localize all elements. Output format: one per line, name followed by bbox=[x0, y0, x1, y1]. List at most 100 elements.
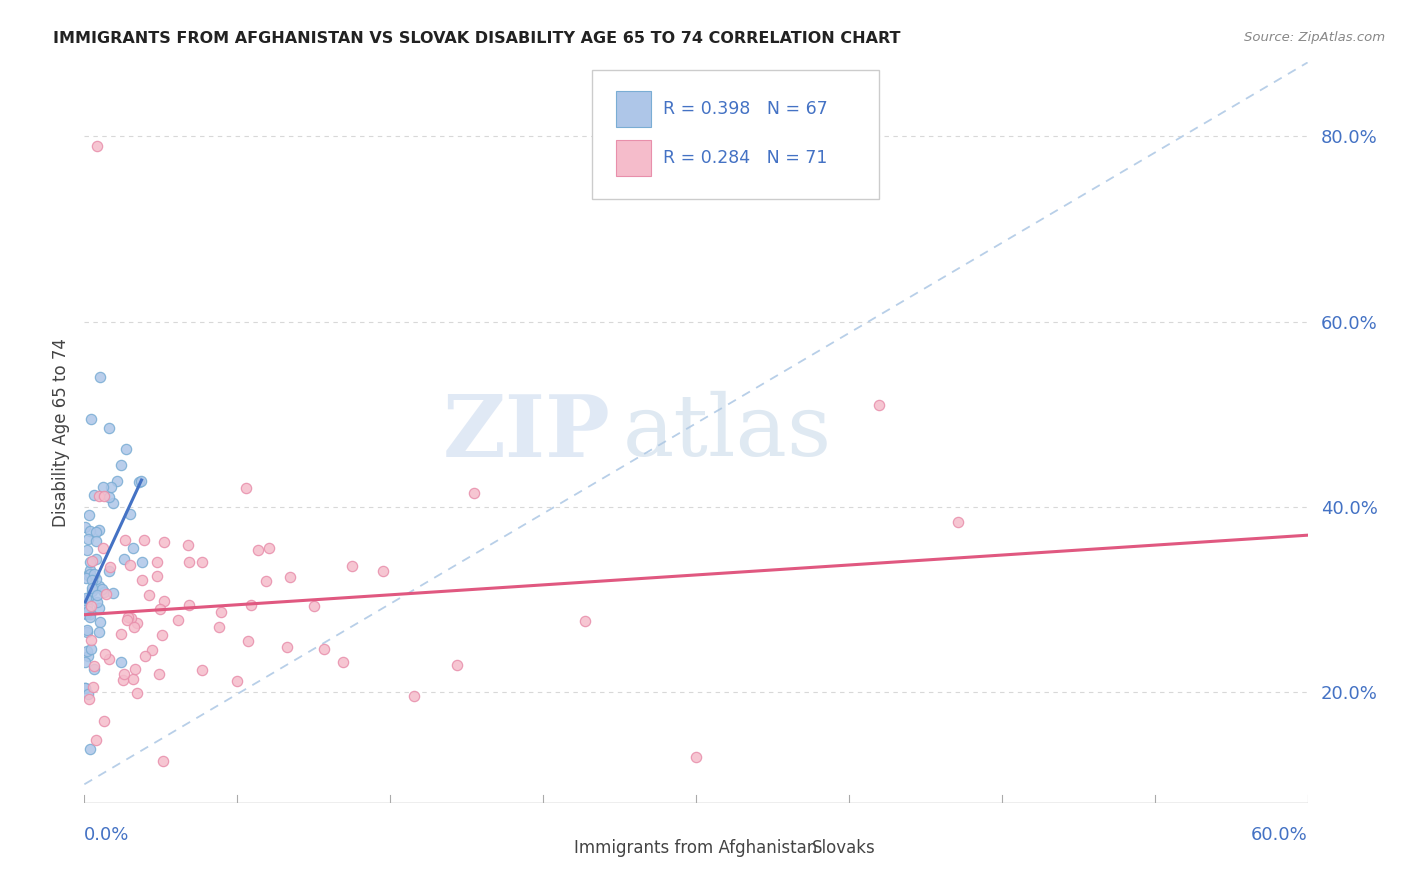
Point bbox=[332, 656, 354, 670]
Point bbox=[86, 587, 108, 601]
Point bbox=[86, 595, 108, 609]
Point bbox=[191, 555, 214, 569]
Point bbox=[83, 566, 105, 581]
Point bbox=[86, 732, 108, 747]
Point bbox=[77, 568, 100, 582]
Point bbox=[76, 604, 98, 618]
Point bbox=[91, 582, 114, 596]
Point bbox=[120, 507, 142, 521]
Point bbox=[302, 599, 325, 614]
Point bbox=[83, 662, 105, 676]
Point bbox=[146, 569, 169, 583]
Point bbox=[246, 543, 269, 558]
Point bbox=[115, 442, 138, 456]
FancyBboxPatch shape bbox=[592, 70, 880, 200]
Point bbox=[191, 663, 214, 677]
Point bbox=[76, 623, 98, 637]
Point bbox=[80, 632, 103, 647]
Point bbox=[83, 487, 105, 501]
Point bbox=[82, 554, 104, 568]
Point bbox=[125, 615, 148, 630]
Point bbox=[84, 572, 107, 586]
Point bbox=[314, 641, 336, 656]
Point bbox=[209, 605, 232, 619]
Point bbox=[86, 524, 108, 539]
Point bbox=[83, 658, 105, 673]
Point bbox=[89, 579, 111, 593]
Point bbox=[110, 656, 132, 670]
Point bbox=[93, 489, 115, 503]
Point bbox=[80, 599, 103, 613]
Point bbox=[79, 610, 101, 624]
Point bbox=[146, 555, 169, 569]
Point bbox=[101, 586, 124, 600]
Text: IMMIGRANTS FROM AFGHANISTAN VS SLOVAK DISABILITY AGE 65 TO 74 CORRELATION CHART: IMMIGRANTS FROM AFGHANISTAN VS SLOVAK DI… bbox=[53, 31, 901, 46]
Point bbox=[141, 643, 163, 657]
Point bbox=[117, 610, 139, 624]
Point bbox=[79, 555, 101, 569]
Point bbox=[82, 574, 104, 588]
Point bbox=[80, 411, 103, 425]
Point bbox=[131, 573, 153, 587]
Point bbox=[77, 532, 100, 546]
Point bbox=[76, 643, 98, 657]
Point bbox=[342, 558, 364, 573]
Point bbox=[208, 620, 231, 634]
Point bbox=[110, 627, 132, 641]
Point bbox=[235, 481, 257, 495]
Point bbox=[122, 672, 145, 686]
Point bbox=[77, 692, 100, 706]
Point bbox=[86, 138, 108, 153]
Point bbox=[96, 587, 118, 601]
Point bbox=[153, 594, 176, 608]
Point bbox=[79, 567, 101, 582]
Point bbox=[80, 641, 103, 656]
Point bbox=[76, 607, 98, 622]
Point bbox=[152, 754, 174, 768]
Point bbox=[114, 533, 136, 548]
Point bbox=[75, 606, 97, 620]
Point bbox=[177, 599, 200, 613]
Point bbox=[869, 398, 891, 412]
Point bbox=[948, 516, 970, 530]
Point bbox=[176, 538, 198, 552]
Point bbox=[131, 475, 153, 489]
Point bbox=[79, 742, 101, 756]
Point bbox=[89, 370, 111, 384]
Point bbox=[138, 588, 160, 602]
Point bbox=[77, 687, 100, 701]
Point bbox=[79, 524, 101, 539]
Text: R = 0.284   N = 71: R = 0.284 N = 71 bbox=[664, 149, 827, 167]
Point bbox=[121, 541, 143, 555]
Point bbox=[256, 574, 278, 588]
Point bbox=[179, 556, 201, 570]
Point bbox=[82, 680, 104, 694]
Point bbox=[75, 655, 97, 669]
Point bbox=[75, 571, 97, 585]
Point bbox=[131, 556, 153, 570]
Point bbox=[120, 611, 142, 625]
Y-axis label: Disability Age 65 to 74: Disability Age 65 to 74 bbox=[52, 338, 70, 527]
Point bbox=[278, 570, 301, 584]
Point bbox=[112, 673, 135, 688]
Point bbox=[97, 421, 120, 435]
Point bbox=[84, 533, 107, 548]
Point bbox=[150, 628, 173, 642]
Point bbox=[89, 490, 111, 504]
Point bbox=[80, 581, 103, 595]
Point bbox=[87, 601, 110, 615]
Point bbox=[76, 625, 98, 640]
Point bbox=[80, 584, 103, 599]
Point bbox=[371, 564, 394, 578]
Text: Immigrants from Afghanistan: Immigrants from Afghanistan bbox=[574, 839, 817, 857]
Point bbox=[105, 474, 128, 488]
Point bbox=[75, 519, 97, 533]
Text: 0.0%: 0.0% bbox=[84, 826, 129, 844]
Point bbox=[75, 681, 97, 696]
Point bbox=[685, 749, 707, 764]
Point bbox=[112, 552, 135, 566]
Point bbox=[239, 599, 262, 613]
Point bbox=[134, 533, 156, 547]
Point bbox=[94, 647, 117, 661]
Point bbox=[75, 591, 97, 605]
